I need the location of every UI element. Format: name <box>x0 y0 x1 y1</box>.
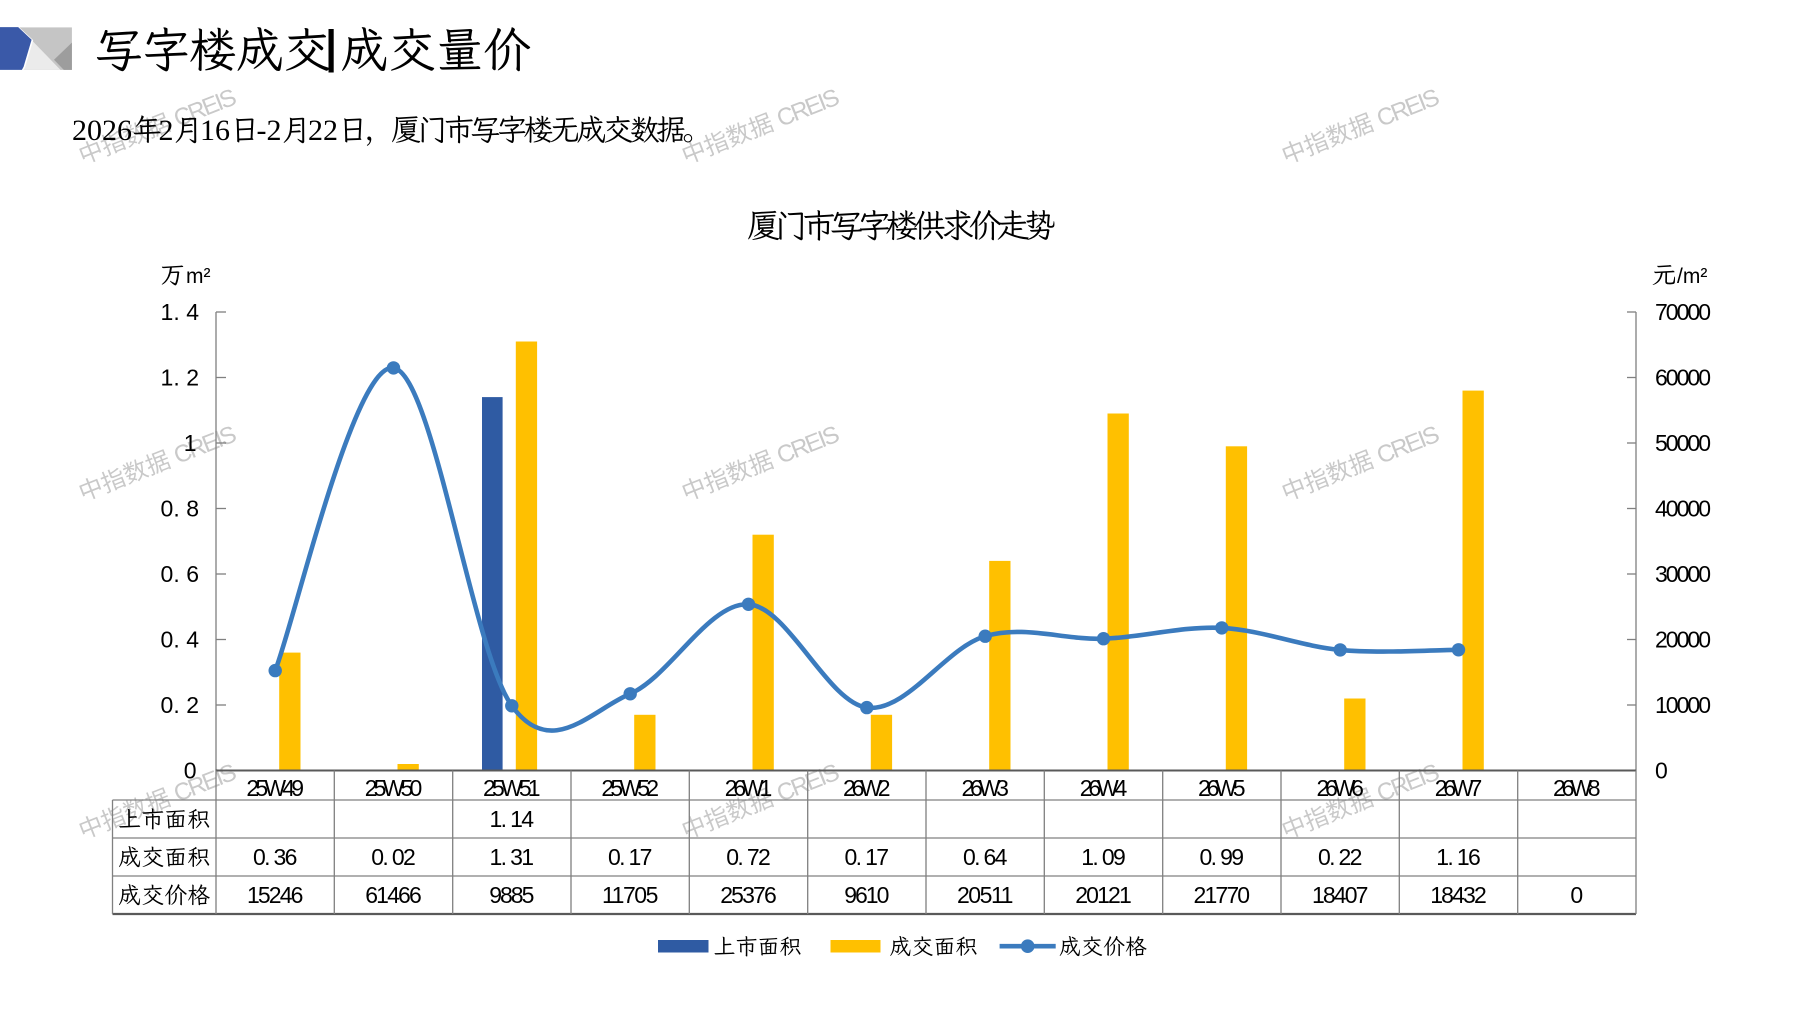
svg-text:1. 4: 1. 4 <box>161 299 200 325</box>
svg-text:0. 4: 0. 4 <box>161 627 200 653</box>
svg-text:26W4: 26W4 <box>1080 775 1128 801</box>
svg-text:20121: 20121 <box>1075 882 1132 908</box>
svg-text:16: 16 <box>200 114 230 147</box>
svg-text:9610: 9610 <box>844 882 889 908</box>
svg-text:26W1: 26W1 <box>725 775 773 801</box>
svg-text:20000: 20000 <box>1655 627 1711 653</box>
svg-text:26W6: 26W6 <box>1316 775 1364 801</box>
svg-text:50000: 50000 <box>1655 430 1711 456</box>
svg-text:26W8: 26W8 <box>1553 775 1601 801</box>
svg-text:21770: 21770 <box>1194 882 1251 908</box>
svg-text:60000: 60000 <box>1655 365 1711 391</box>
svg-text:30000: 30000 <box>1655 561 1711 587</box>
svg-text:1. 2: 1. 2 <box>161 365 200 391</box>
svg-text:18407: 18407 <box>1312 882 1369 908</box>
svg-text:0. 36: 0. 36 <box>253 844 298 870</box>
svg-text:2026: 2026 <box>72 114 132 147</box>
svg-text:m²: m² <box>186 265 211 288</box>
svg-text:1. 09: 1. 09 <box>1081 844 1126 870</box>
svg-text:25W50: 25W50 <box>365 775 423 801</box>
svg-text:1. 31: 1. 31 <box>490 844 535 870</box>
svg-text:26W7: 26W7 <box>1435 775 1483 801</box>
svg-text:25W51: 25W51 <box>483 775 541 801</box>
svg-text:26W3: 26W3 <box>961 775 1009 801</box>
svg-text:0. 8: 0. 8 <box>161 496 200 522</box>
svg-text:15246: 15246 <box>247 882 304 908</box>
svg-text:-: - <box>257 114 267 147</box>
svg-text:0. 17: 0. 17 <box>608 844 653 870</box>
svg-text:25376: 25376 <box>720 882 777 908</box>
svg-text:/m²: /m² <box>1677 265 1707 288</box>
svg-text:22: 22 <box>308 114 338 147</box>
svg-text:0. 22: 0. 22 <box>1318 844 1363 870</box>
svg-text:70000: 70000 <box>1655 299 1711 325</box>
svg-text:1. 14: 1. 14 <box>490 806 535 832</box>
svg-text:25W52: 25W52 <box>601 775 659 801</box>
svg-text:25W49: 25W49 <box>246 775 304 801</box>
svg-text:0. 6: 0. 6 <box>161 561 200 587</box>
svg-text:26W5: 26W5 <box>1198 775 1246 801</box>
svg-text:0: 0 <box>1655 758 1668 784</box>
svg-text:0. 17: 0. 17 <box>845 844 890 870</box>
svg-text:11705: 11705 <box>602 882 659 908</box>
svg-text:61466: 61466 <box>365 882 422 908</box>
svg-text:0. 99: 0. 99 <box>1200 844 1245 870</box>
svg-text:0: 0 <box>184 758 197 784</box>
svg-text:0: 0 <box>1570 882 1583 908</box>
svg-text:2: 2 <box>267 114 282 147</box>
svg-text:0. 2: 0. 2 <box>161 692 200 718</box>
svg-text:40000: 40000 <box>1655 496 1711 522</box>
svg-text:10000: 10000 <box>1655 692 1711 718</box>
svg-text:26W2: 26W2 <box>843 775 891 801</box>
svg-text:20511: 20511 <box>957 882 1013 908</box>
svg-text:0. 72: 0. 72 <box>726 844 771 870</box>
svg-text:9885: 9885 <box>489 882 534 908</box>
svg-text:1: 1 <box>184 430 197 456</box>
svg-text:0. 02: 0. 02 <box>371 844 416 870</box>
svg-text:2: 2 <box>159 114 174 147</box>
svg-text:1. 16: 1. 16 <box>1436 844 1481 870</box>
svg-text:18432: 18432 <box>1430 882 1487 908</box>
svg-text:0. 64: 0. 64 <box>963 844 1008 870</box>
